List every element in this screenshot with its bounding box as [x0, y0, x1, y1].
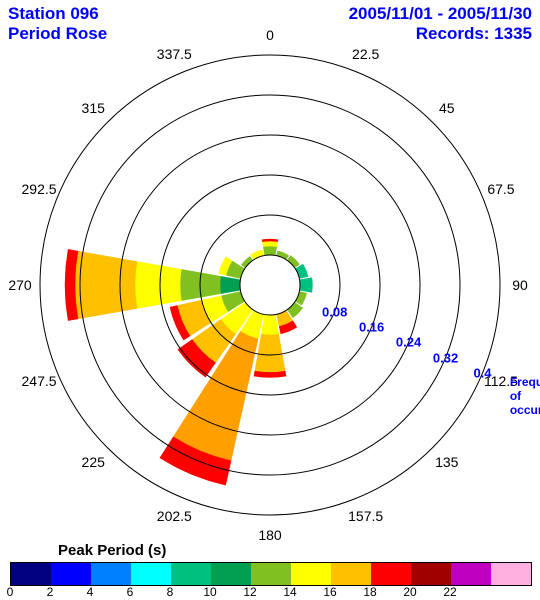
colorbar-swatch	[131, 563, 171, 585]
colorbar-swatch	[11, 563, 51, 585]
center-hole	[240, 255, 300, 315]
colorbar-area: Peak Period (s) 0 2 4 6 8 10 12 14 16 18 20 22	[0, 540, 540, 600]
colorbar-tick: 12	[243, 585, 256, 599]
colorbar-tick: 16	[323, 585, 336, 599]
colorbar-tick: 20	[403, 585, 416, 599]
rose-segment	[263, 246, 277, 255]
degree-label: 90	[512, 277, 528, 293]
degree-label: 225	[82, 454, 105, 470]
rose-segment	[255, 334, 285, 372]
degree-label: 22.5	[352, 46, 379, 62]
rose-segment	[262, 241, 277, 247]
colorbar-swatch	[171, 563, 211, 585]
degree-label: 292.5	[21, 181, 56, 197]
ring-value-label: 0.24	[396, 335, 421, 350]
colorbar	[10, 562, 532, 586]
colorbar-swatch	[211, 563, 251, 585]
degree-label: 202.5	[157, 508, 192, 524]
colorbar-tick: 4	[87, 585, 94, 599]
rose-segment	[300, 278, 313, 293]
colorbar-swatch	[51, 563, 91, 585]
colorbar-title: Peak Period (s)	[58, 542, 166, 559]
colorbar-tick: 14	[283, 585, 296, 599]
degree-label: 337.5	[157, 46, 192, 62]
colorbar-tick: 8	[167, 585, 174, 599]
colorbar-swatch	[451, 563, 491, 585]
ring-value-label: 0.08	[322, 304, 347, 319]
rose-segment	[135, 262, 181, 309]
colorbar-swatch	[91, 563, 131, 585]
degree-label: 0	[266, 27, 274, 43]
degree-label: 270	[8, 277, 31, 293]
colorbar-tick: 10	[203, 585, 216, 599]
colorbar-tick: 6	[127, 585, 134, 599]
colorbar-swatch	[371, 563, 411, 585]
ring-value-label: 0.16	[359, 320, 384, 335]
colorbar-swatch	[291, 563, 331, 585]
colorbar-tick: 18	[363, 585, 376, 599]
rose-segment	[75, 251, 137, 319]
frequency-caption: Frequencyofoccurence	[510, 376, 540, 417]
degree-label: 135	[435, 454, 458, 470]
degree-label: 45	[439, 100, 455, 116]
degree-label: 67.5	[487, 181, 514, 197]
colorbar-swatch	[491, 563, 531, 585]
colorbar-tick: 2	[47, 585, 54, 599]
colorbar-swatch	[331, 563, 371, 585]
degree-label: 157.5	[348, 508, 383, 524]
colorbar-tick: 22	[443, 585, 456, 599]
colorbar-tick: 0	[7, 585, 14, 599]
colorbar-swatch	[251, 563, 291, 585]
colorbar-swatch	[411, 563, 451, 585]
colorbar-ticks: 0 2 4 6 8 10 12 14 16 18 20 22	[10, 585, 530, 599]
degree-label: 315	[82, 100, 105, 116]
rose-segment	[220, 276, 240, 293]
ring-value-label: 0.32	[433, 350, 458, 365]
degree-label: 247.5	[21, 373, 56, 389]
rose-segment	[261, 315, 278, 335]
polar-chart: 022.54567.590112.5135157.5180202.5225247…	[0, 0, 540, 540]
ring-value-label: 0.4	[473, 366, 491, 381]
